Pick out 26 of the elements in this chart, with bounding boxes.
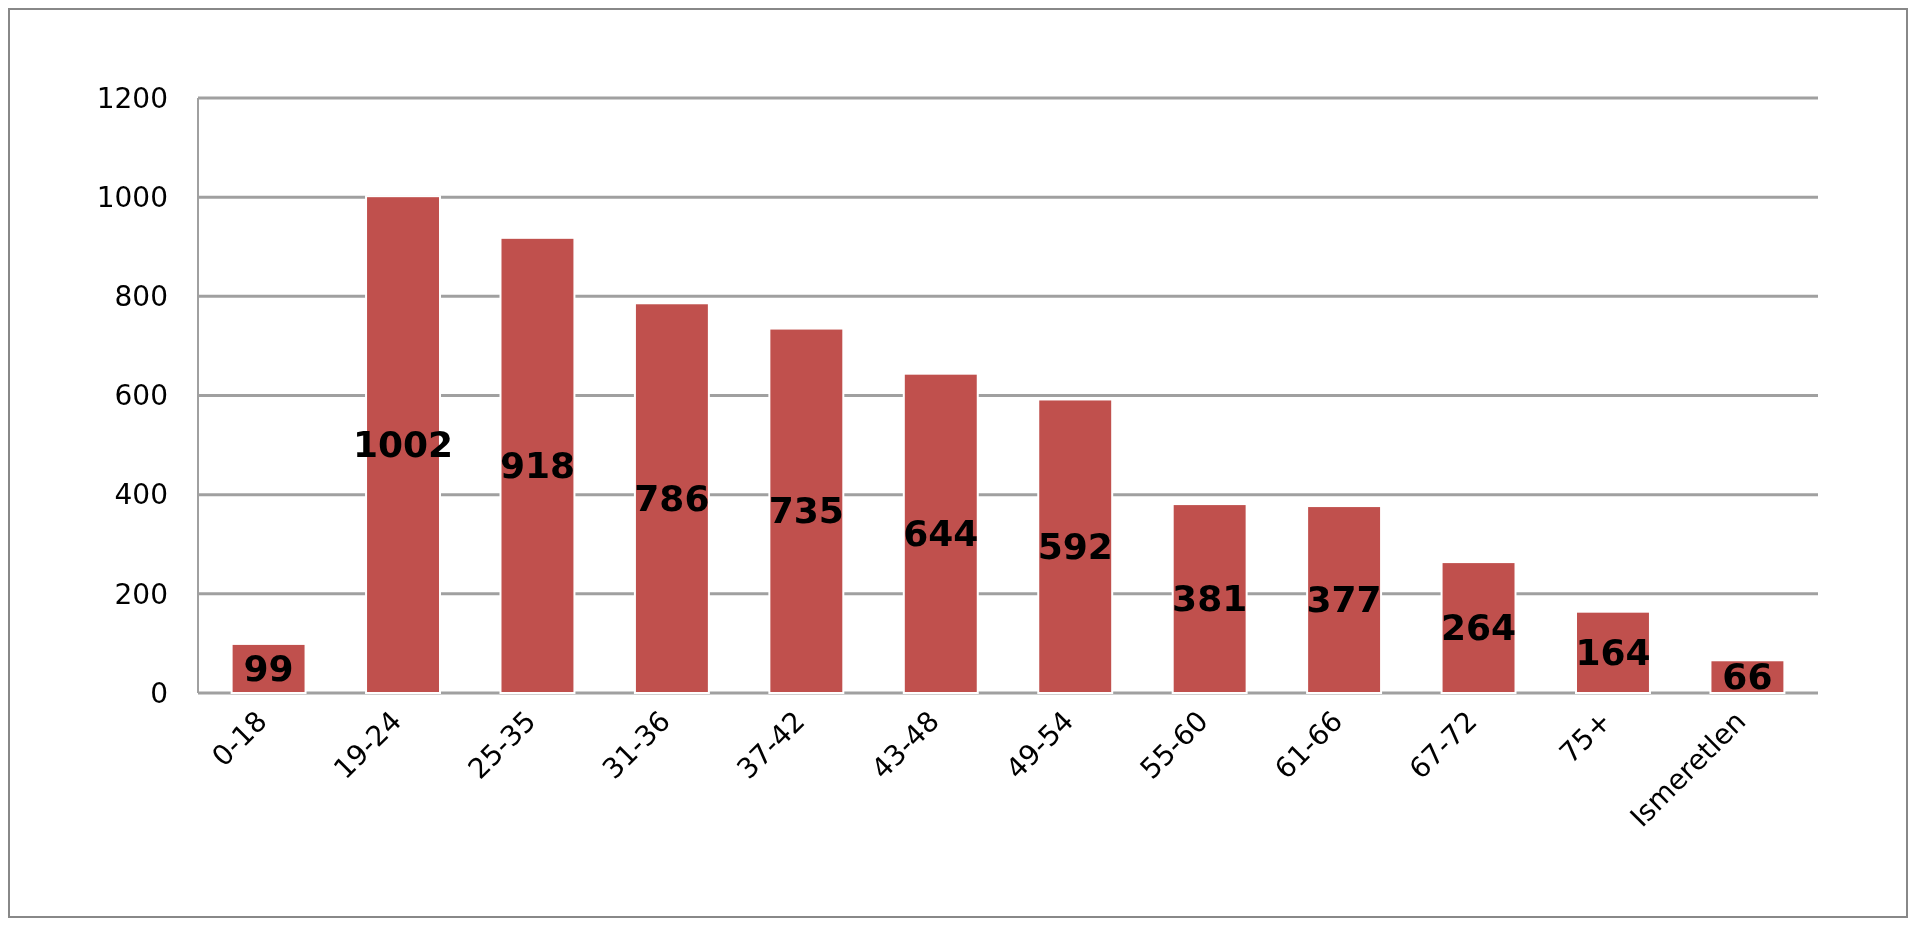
bar (1037, 398, 1114, 694)
data-label: 918 (499, 445, 576, 487)
data-label: 786 (634, 477, 710, 519)
data-label: 735 (768, 490, 844, 532)
bar (633, 302, 710, 694)
data-label: 264 (1440, 607, 1517, 649)
data-label: 377 (1306, 579, 1382, 621)
bar (1171, 503, 1248, 694)
bar (902, 372, 979, 694)
bar (1306, 505, 1383, 694)
bar (768, 327, 845, 694)
data-label: 592 (1037, 525, 1113, 567)
data-label: 164 (1575, 631, 1651, 673)
data-label: 644 (903, 512, 979, 554)
y-tick-label: 400 (114, 478, 168, 512)
y-tick-label: 600 (114, 379, 168, 413)
bar (499, 236, 576, 694)
y-tick-label: 200 (114, 577, 168, 611)
y-tick-label: 800 (114, 280, 168, 314)
data-label: 381 (1172, 578, 1248, 620)
data-label: 66 (1722, 656, 1773, 698)
y-tick-label: 1200 (96, 81, 168, 115)
y-tick-label: 0 (150, 676, 168, 710)
y-tick-label: 1000 (96, 180, 168, 214)
x-tick-label: 75+ (1552, 704, 1618, 770)
data-label: 99 (243, 648, 294, 690)
